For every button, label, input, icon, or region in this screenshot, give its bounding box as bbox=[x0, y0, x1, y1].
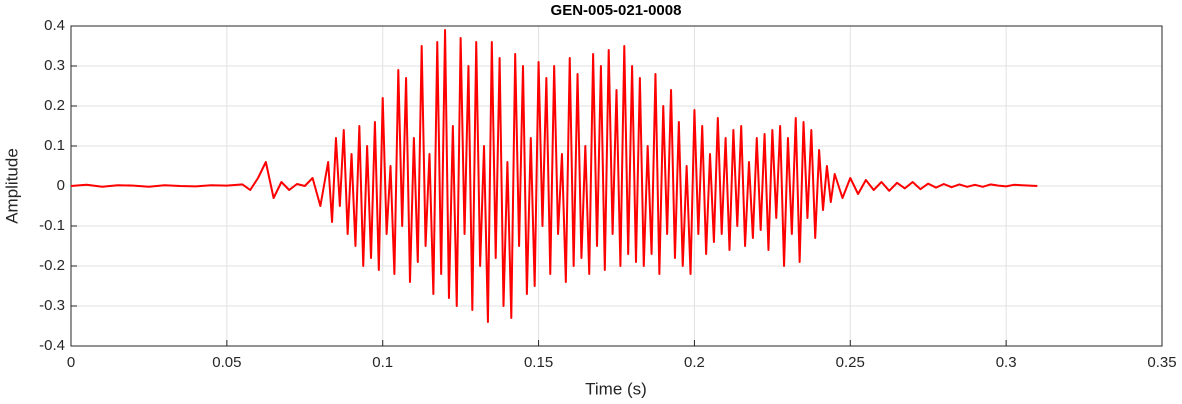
x-tick-label: 0 bbox=[67, 354, 75, 371]
y-tick-label: 0.1 bbox=[44, 137, 65, 154]
y-tick-label: 0.2 bbox=[44, 97, 65, 114]
x-tick-label: 0.35 bbox=[1147, 354, 1176, 371]
y-tick-label: -0.3 bbox=[39, 297, 65, 314]
y-tick-label: 0.4 bbox=[44, 17, 65, 34]
y-axis-label: Amplitude bbox=[2, 148, 21, 224]
x-tick-label: 0.3 bbox=[996, 354, 1017, 371]
x-tick-label: 0.25 bbox=[836, 354, 865, 371]
y-tick-label: 0 bbox=[57, 177, 65, 194]
y-tick-label: -0.2 bbox=[39, 257, 65, 274]
x-axis-label: Time (s) bbox=[585, 379, 647, 398]
y-tick-label: -0.1 bbox=[39, 217, 65, 234]
x-tick-label: 0.05 bbox=[212, 354, 241, 371]
y-tick-label: -0.4 bbox=[39, 337, 65, 354]
y-tick-label: 0.3 bbox=[44, 57, 65, 74]
x-tick-label: 0.1 bbox=[372, 354, 393, 371]
x-tick-label: 0.15 bbox=[524, 354, 553, 371]
x-tick-label: 0.2 bbox=[684, 354, 705, 371]
chart-title: GEN-005-021-0008 bbox=[551, 2, 682, 19]
waveform-line bbox=[70, 29, 1038, 323]
